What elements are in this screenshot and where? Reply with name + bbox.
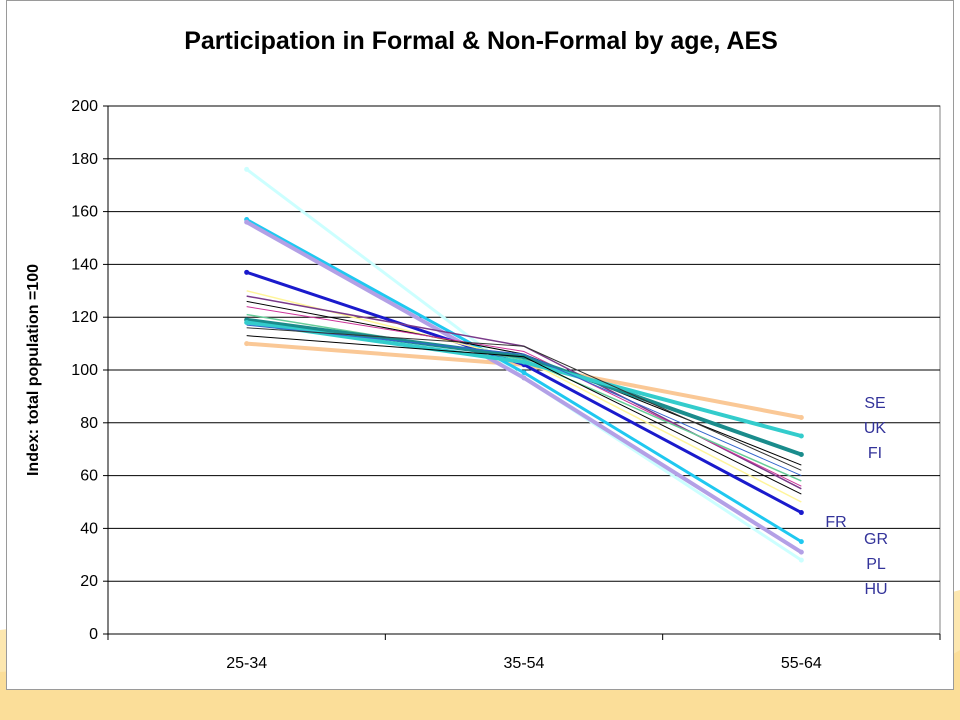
series-marker: [521, 370, 527, 376]
series-marker: [244, 219, 250, 225]
series-marker: [521, 375, 527, 381]
x-tick-label: 55-64: [781, 655, 822, 672]
series-marker: [798, 451, 804, 457]
y-tick-label: 140: [71, 256, 98, 273]
series-marker: [798, 510, 804, 516]
country-label: FR: [825, 514, 846, 531]
y-tick-label: 120: [71, 309, 98, 326]
series-line: [246, 313, 802, 482]
country-label: PL: [866, 556, 886, 573]
country-label: SE: [864, 395, 885, 412]
series-marker: [798, 539, 804, 545]
country-label: UK: [864, 420, 887, 437]
x-tick-label: 35-54: [504, 655, 545, 672]
y-tick-label: 80: [80, 415, 98, 432]
series-marker: [244, 319, 250, 325]
series-line: [246, 327, 802, 471]
y-tick-label: 100: [71, 362, 98, 379]
country-label: FI: [868, 445, 882, 462]
x-tick-label: 25-34: [226, 655, 267, 672]
series-line: [246, 335, 802, 495]
chart-title: Participation in Formal & Non-Formal by …: [184, 27, 778, 55]
series-line: [246, 324, 802, 477]
y-tick-label: 200: [71, 98, 98, 115]
series-marker: [798, 549, 804, 555]
y-tick-label: 160: [71, 204, 98, 221]
y-tick-label: 20: [80, 573, 98, 590]
series-marker: [798, 415, 804, 421]
y-tick-label: 40: [80, 520, 98, 537]
country-label: HU: [864, 581, 887, 598]
series-marker: [798, 433, 804, 439]
series-line: [246, 306, 802, 487]
series-marker: [244, 166, 250, 172]
series-marker: [244, 269, 250, 275]
series-marker: [244, 341, 250, 347]
y-tick-label: 0: [89, 626, 98, 643]
series-marker: [798, 557, 804, 563]
y-tick-label: 60: [80, 468, 98, 485]
series-marker: [521, 359, 527, 365]
y-tick-label: 180: [71, 151, 98, 168]
country-label: GR: [864, 531, 888, 548]
